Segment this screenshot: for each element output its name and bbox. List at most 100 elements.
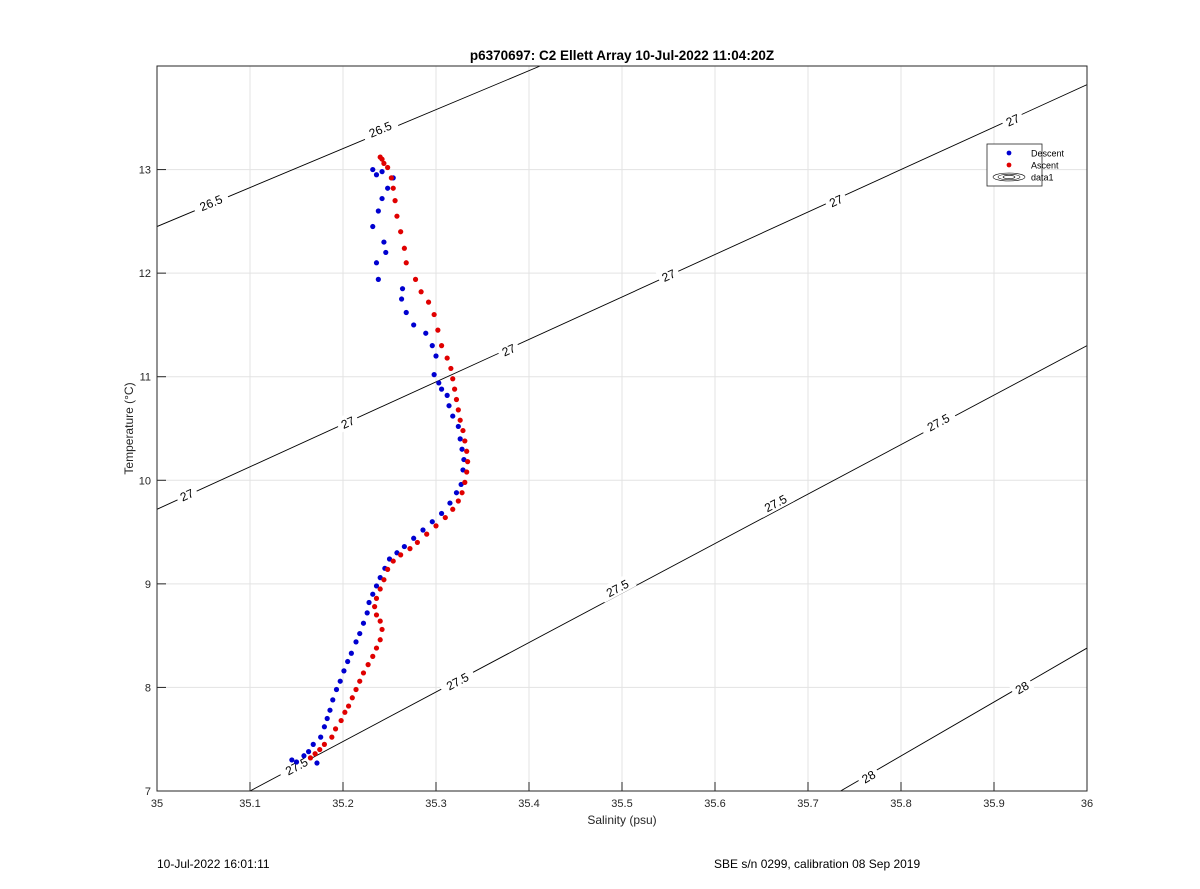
descent-point [348, 650, 354, 656]
axis-ticks: 35 35.1 35.2 35.3 35.4 35.5 35.6 35.7 35.8 35.9 36… [139, 165, 1093, 810]
descent-point [345, 658, 351, 665]
isopycnal-label: 27 [827, 192, 845, 210]
ascent-point [377, 154, 383, 160]
descent-point [360, 620, 367, 626]
descent-point [357, 630, 363, 637]
y-tick-label: 11 [140, 372, 151, 384]
ascent-point [373, 595, 380, 601]
isopycnal-label: 28 [859, 767, 878, 786]
legend-marker-contour [992, 172, 1026, 182]
ascent-point [353, 686, 359, 693]
chart-title: p6370697: C2 Ellett Array 10-Jul-2022 11… [470, 48, 774, 63]
descent-point [373, 260, 380, 266]
y-tick-label: 10 [139, 475, 151, 487]
y-axis-label: Temperature (°C) [122, 382, 136, 474]
ascent-point [442, 514, 448, 521]
descent-point [370, 591, 376, 597]
ascent-point [357, 678, 363, 684]
ascent-point [464, 448, 470, 454]
isopycnal-label: 28 [1013, 678, 1032, 697]
ascent-point [433, 523, 439, 529]
isopycnal-label-bg [655, 263, 681, 286]
isopycnal-label-bg [276, 750, 316, 781]
ascent-point [392, 198, 398, 204]
isopycnal-label-bg [191, 188, 231, 217]
ascent-point [312, 751, 318, 757]
ascent-point [424, 531, 430, 537]
isopycnal-label: 27 [178, 486, 196, 504]
descent-point [314, 760, 320, 766]
descent-point [379, 169, 385, 175]
isopycnal-label: 27 [500, 341, 518, 359]
ascent-point [412, 276, 419, 282]
ascent-point [398, 552, 404, 558]
x-tick-label: 35 [151, 798, 163, 810]
legend-label: data1 [1031, 173, 1054, 183]
ascent-point [435, 327, 441, 333]
y-tick-label: 7 [145, 786, 151, 798]
ascent-point [462, 438, 468, 444]
descent-point [383, 249, 389, 256]
ascent-point [360, 670, 367, 676]
ascent-point [365, 662, 371, 668]
data-points [289, 154, 471, 766]
isopycnal-label: 27 [1004, 111, 1022, 129]
ascent-point [372, 604, 378, 610]
descent-point [447, 500, 453, 506]
ascent-point [398, 229, 404, 235]
ascent-point [455, 407, 461, 413]
isopycnal-label-bg [999, 108, 1026, 131]
ascent-point [438, 343, 445, 349]
descent-point [318, 734, 324, 740]
descent-point [373, 583, 380, 589]
ascent-point [377, 586, 383, 592]
ascent-point [390, 558, 396, 564]
x-tick-label: 35.9 [983, 798, 1004, 810]
descent-point [324, 715, 330, 722]
isopycnal-line [249, 345, 1087, 791]
x-tick-label: 35.8 [890, 798, 911, 810]
ascent-point [373, 612, 380, 618]
descent-point [436, 380, 442, 386]
footer-calibration: SBE s/n 0299, calibration 08 Sep 2019 [714, 857, 921, 871]
descent-point [293, 759, 300, 765]
ascent-point [381, 160, 387, 166]
ascent-point [373, 645, 380, 651]
descent-point [379, 195, 385, 202]
ascent-point [394, 213, 400, 219]
ascent-point [460, 427, 466, 434]
ascent-point [464, 469, 470, 475]
descent-point [457, 436, 463, 442]
isopycnal-label-bg [334, 410, 361, 434]
isopycnal-label-bg [855, 764, 882, 788]
ascent-point [414, 539, 420, 546]
ascent-point [332, 726, 339, 732]
descent-point [444, 392, 450, 398]
ascent-point [401, 245, 407, 251]
descent-point [431, 372, 437, 378]
y-tick-label: 13 [139, 165, 151, 177]
isopycnal-label-bg [360, 114, 400, 143]
descent-point [327, 707, 333, 713]
x-tick-label: 35.7 [797, 798, 818, 810]
x-tick-label: 36 [1081, 798, 1093, 810]
isopycnal-label-group: 27 [823, 189, 849, 212]
ascent-point [403, 260, 409, 266]
ascent-point [329, 734, 335, 740]
ascent-point [370, 653, 376, 659]
descent-point [289, 757, 295, 763]
descent-point [423, 330, 429, 336]
descent-point [459, 446, 465, 452]
ascent-point [307, 755, 314, 761]
legend-marker-descent [1006, 150, 1012, 156]
descent-point [398, 296, 405, 302]
descent-point [373, 172, 380, 178]
isopycnal-label-bg [755, 487, 795, 518]
isopycnal-line [157, 84, 1087, 510]
isopycnal-label-bg [173, 483, 200, 506]
descent-point [301, 753, 307, 759]
legend-label: Ascent [1031, 161, 1059, 171]
isopycnal-label-bg [823, 189, 849, 212]
series-ascent [307, 154, 471, 761]
